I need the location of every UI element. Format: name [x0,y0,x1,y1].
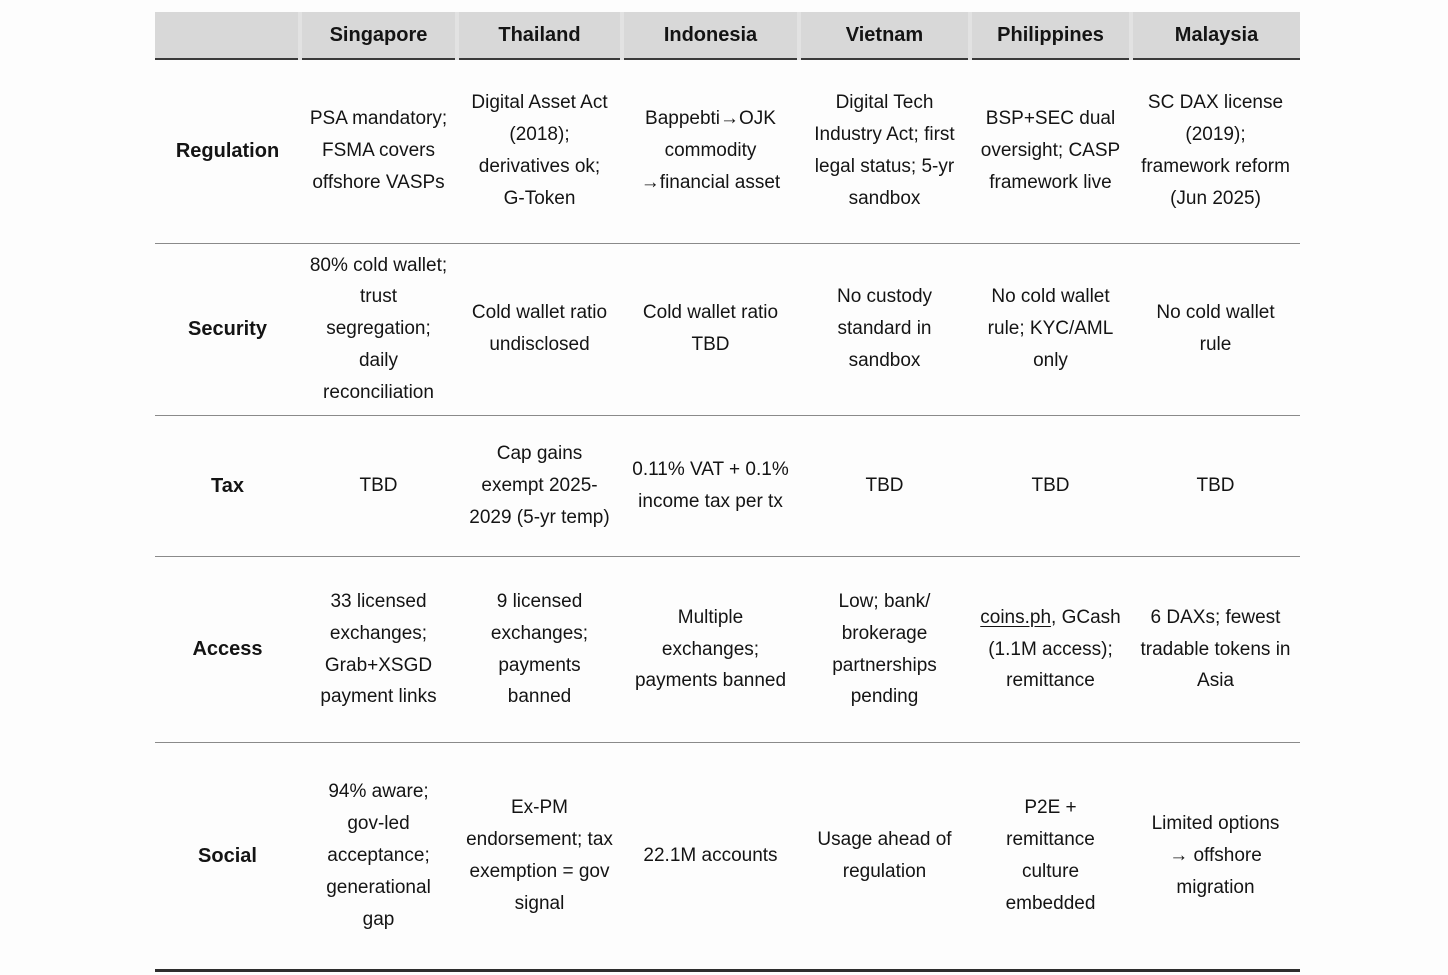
table-cell: 6 DAXs; fewest tradable tokens in Asia [1131,556,1300,743]
row-label-security: Security [155,242,300,416]
table-cell: Low; bank/ brokerage partnerships pendin… [799,556,970,743]
table-cell: TBD [799,415,970,557]
row-label-access: Access [155,556,300,743]
table-cell: 9 licensed exchanges; payments banned [457,556,622,743]
table-cell: BSP+SEC dual oversight; CASP framework l… [980,108,1121,194]
table-cell: No cold wallet rule [1131,242,1300,416]
table-cell: coins.ph, GCash (1.1M access); remittanc… [970,556,1131,743]
column-header-singapore: Singapore [298,12,457,60]
table-cell: Cap gains exempt 2025-2029 (5-yr temp) [457,415,622,557]
column-header-malaysia: Malaysia [1129,12,1300,60]
table-cell: 33 licensed exchanges; Grab+XSGD payment… [300,556,457,743]
corner-cell [155,12,300,60]
country-comparison-table: Singapore Thailand Indonesia Vietnam Philipp… [155,12,1300,973]
table-cell: Digital Tech Industry Act; first legal s… [814,92,955,210]
coins-ph-link[interactable]: coins.ph [980,606,1052,628]
column-header-vietnam: Vietnam [797,12,970,60]
table-cell: TBD [300,415,457,557]
table-cell: 80% cold wallet; trust segregation; dail… [300,242,457,416]
table-cell: P2E + remittance culture embedded [970,742,1131,971]
table-cell: No cold wallet rule; KYC/AML only [970,242,1131,416]
table-cell: PSA mandatory; FSMA covers offshore VASP… [309,108,448,194]
table-cell: TBD [970,415,1131,557]
table-cell: Cold wallet ratio TBD [622,242,799,416]
country-comparison-table-wrap: Singapore Thailand Indonesia Vietnam Philipp… [155,12,1300,975]
table-row-tax: Tax TBD Cap gains exempt 2025-2029 (5-yr t… [155,415,1300,557]
column-header-thailand: Thailand [455,12,622,60]
table-cell: 94% aware; gov-led acceptance; generatio… [300,742,457,971]
table-header-row: Singapore Thailand Indonesia Vietnam Philipp… [155,12,1300,60]
row-label-tax: Tax [155,415,300,557]
table-cell: Limited options → offshore migration [1131,742,1300,971]
table-cell: Cold wallet ratio undisclosed [457,242,622,416]
table-cell: 22.1M accounts [622,742,799,971]
table-cell: 0.11% VAT + 0.1% income tax per tx [622,415,799,557]
table-row-security: Security 80% cold wallet; trust segregati… [155,242,1300,416]
table-cell: TBD [1131,415,1300,557]
table-row-regulation: Regulation PSA mandatory; FSMA covers off… [155,59,1300,243]
column-header-philippines: Philippines [968,12,1131,60]
table-row-access: Access 33 licensed exchanges; Grab+XSGD p… [155,556,1300,743]
table-cell: Bappebti→OJK commodity →financial asset [640,108,781,194]
column-header-indonesia: Indonesia [620,12,799,60]
row-label-regulation: Regulation [175,139,280,162]
table-cell: Digital Asset Act (2018); derivatives ok… [471,92,608,210]
table-cell: Multiple exchanges; payments banned [622,556,799,743]
table-cell: No custody standard in sandbox [799,242,970,416]
table-cell: Usage ahead of regulation [799,742,970,971]
row-label-social: Social [155,742,300,971]
table-cell: Ex-PM endorsement; tax exemption = gov s… [457,742,622,971]
table-cell: SC DAX license (2019); framework reform … [1141,92,1290,210]
table-row-social: Social 94% aware; gov-led acceptance; gen… [155,742,1300,971]
